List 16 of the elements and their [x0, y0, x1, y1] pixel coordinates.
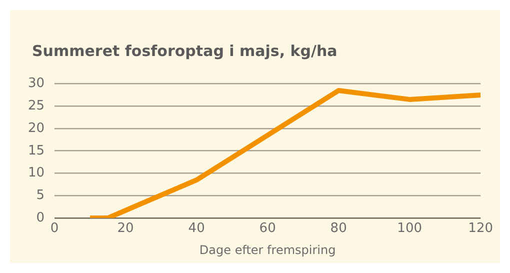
y-tick-label: 15	[28, 143, 45, 158]
x-tick-label: 40	[188, 221, 205, 236]
x-axis-title: Dage efter fremspiring	[199, 242, 336, 257]
x-tick-label: 120	[468, 221, 494, 236]
y-tick-label: 0	[36, 210, 45, 226]
y-tick-label: 30	[28, 76, 45, 92]
y-tick-label: 25	[28, 98, 45, 114]
x-tick-label: 100	[397, 221, 422, 236]
x-tick-label: 0	[50, 221, 59, 236]
y-tick-label: 10	[28, 166, 45, 181]
chart-title: Summeret fosforoptag i majs, kg/ha	[32, 42, 338, 60]
x-tick-label: 60	[259, 221, 276, 236]
y-tick-label: 5	[36, 188, 45, 204]
y-tick-label: 20	[28, 120, 45, 136]
x-tick-label: 80	[330, 221, 347, 236]
x-tick-label: 20	[117, 221, 134, 236]
